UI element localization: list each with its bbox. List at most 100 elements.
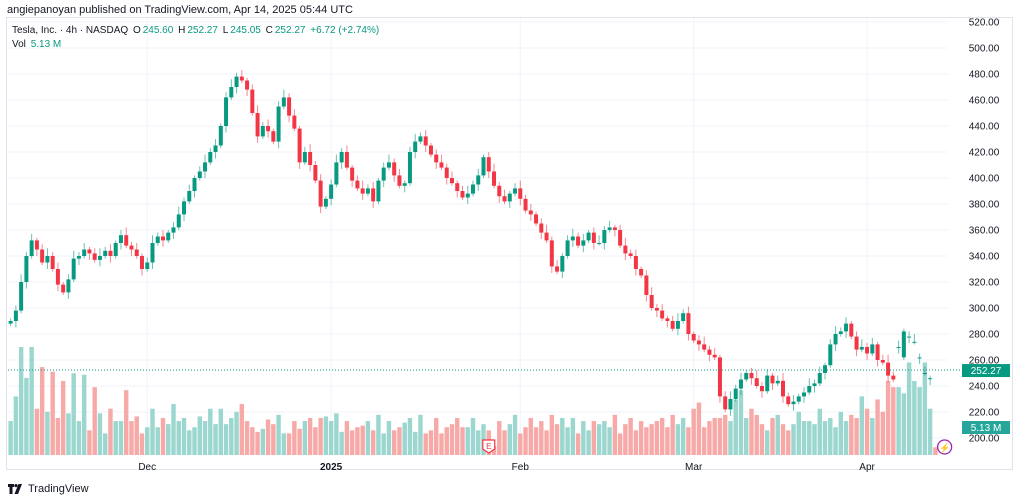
price-axis: 520.00 500.00 480.00 460.00 440.00 420.00 400.… [969, 18, 1000, 445]
candle-body [176, 214, 181, 228]
volume-bar [549, 414, 555, 455]
candle-body [113, 243, 118, 256]
candle-body [29, 240, 34, 256]
candle-body [87, 249, 92, 254]
candle-body [61, 284, 66, 293]
candle-body [618, 230, 623, 246]
volume-bar [97, 413, 103, 455]
volume-bar [649, 424, 654, 455]
volume-bar [455, 417, 460, 455]
symbol-title[interactable]: Tesla, Inc. · 4h · NASDAQ [12, 25, 129, 36]
volume-bar [759, 424, 765, 455]
volume-bar [859, 396, 865, 455]
volume-bar [581, 421, 586, 455]
candle-body [696, 340, 701, 345]
volume-bar [334, 413, 339, 455]
candle-body [129, 245, 134, 250]
candle-body [738, 379, 743, 389]
volume-bar [633, 430, 639, 455]
time-tick-label: 2025 [320, 462, 343, 473]
volume-bar [864, 408, 870, 455]
volume-bar [102, 433, 108, 455]
volume-bar [129, 421, 134, 455]
grid-lines [8, 18, 948, 455]
candle-body [791, 401, 796, 405]
candle-body [413, 141, 418, 152]
volume-bar [234, 411, 239, 455]
candle-body [576, 236, 581, 246]
volume-bar [313, 427, 318, 455]
candle-body [82, 249, 87, 256]
candle-body [591, 232, 596, 243]
candle-body [770, 375, 775, 384]
volume-bar [744, 417, 749, 455]
candle-body [449, 178, 454, 184]
volume-bar [50, 371, 55, 455]
candle-body [245, 80, 250, 90]
candle-body [812, 383, 817, 386]
volume-bar [292, 421, 297, 455]
candle-body [786, 396, 791, 405]
candle-body [649, 295, 654, 308]
volume-bar [817, 408, 822, 455]
volume-bar [775, 414, 780, 455]
volume-bar [591, 421, 597, 455]
volume-bar [765, 430, 770, 455]
time-tick-label: Dec [138, 462, 156, 473]
candle-body [607, 227, 612, 230]
volume-bar [444, 427, 449, 455]
volume-bar [323, 416, 329, 455]
volume-bar [344, 421, 350, 455]
volume-bar [223, 424, 229, 455]
candle-body [465, 193, 470, 198]
candle-body [139, 256, 144, 269]
price-tick-label: 440.00 [969, 122, 1000, 133]
candle-body [733, 388, 738, 399]
volume-bar [276, 414, 281, 455]
volume-bar [712, 417, 717, 455]
candle-body [418, 136, 423, 142]
candle-body [302, 152, 307, 163]
volume-bar [838, 411, 844, 455]
candle-body [681, 313, 686, 321]
volume-bar [623, 424, 628, 455]
ohlc-row: Tesla, Inc. · 4h · NASDAQ O 245.60 H 252.2… [12, 24, 381, 38]
volume-bar [439, 433, 444, 455]
candle-body [55, 269, 60, 285]
price-tick-label: 480.00 [969, 70, 1000, 81]
volume-bar [118, 421, 124, 455]
volume-bar [113, 421, 118, 455]
candle-body [838, 331, 843, 334]
volume-bar [670, 414, 675, 455]
volume-bar [833, 427, 838, 455]
candle-body [71, 258, 76, 280]
price-tick-label: 220.00 [969, 408, 1000, 419]
volume-bar [197, 416, 202, 455]
chart-frame [6, 17, 1013, 470]
candle-body [402, 183, 407, 186]
volume-bar [701, 427, 707, 455]
volume-bar [512, 414, 518, 455]
candle-body [24, 256, 29, 282]
candle-body [281, 97, 286, 107]
candle-body [544, 232, 549, 241]
price-tick-label: 500.00 [969, 44, 1000, 55]
volume-bar [18, 347, 24, 455]
candle-body [476, 175, 481, 185]
volume-bar [81, 374, 87, 455]
price-tick-label: 520.00 [969, 18, 1000, 29]
price-tick-label: 400.00 [969, 174, 1000, 185]
tradingview-logo-text[interactable]: TradingView [28, 483, 89, 495]
volume-bar [39, 367, 45, 455]
candle-body [103, 250, 108, 256]
candle-body [234, 76, 239, 87]
volume-bar [659, 417, 665, 455]
volume-bar [76, 421, 82, 455]
volume-bar [213, 424, 218, 455]
close-value: 252.27 [274, 25, 306, 36]
volume-bar [45, 411, 50, 455]
candle-body [155, 236, 160, 243]
volume-bar [124, 390, 129, 455]
candle-body [381, 167, 386, 181]
